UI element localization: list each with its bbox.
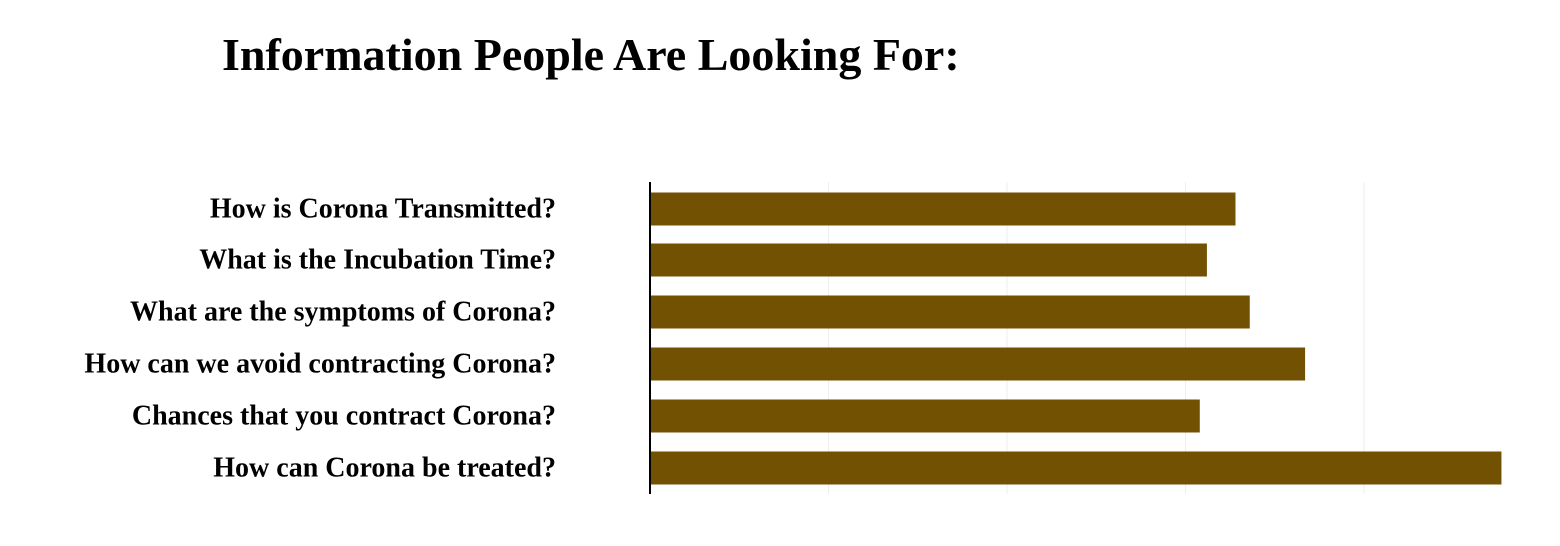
bar: [650, 399, 1200, 433]
category-label: How is Corona Transmitted?: [210, 194, 556, 225]
category-label: What are the symptoms of Corona?: [130, 297, 556, 328]
category-label: Chances that you contract Corona?: [132, 401, 556, 432]
bars: [650, 192, 1502, 485]
category-label: How can Corona be treated?: [213, 453, 556, 484]
category-label: How can we avoid contracting Corona?: [84, 349, 556, 380]
bar: [650, 451, 1502, 485]
bar: [650, 347, 1306, 381]
category-labels: How is Corona Transmitted? What is the In…: [84, 194, 556, 484]
chart-title: Information People Are Looking For:: [222, 29, 960, 80]
bar: [650, 192, 1236, 226]
gridlines: [828, 182, 1365, 494]
bar: [650, 295, 1250, 329]
bar: [650, 243, 1207, 277]
category-label: What is the Incubation Time?: [199, 245, 556, 276]
